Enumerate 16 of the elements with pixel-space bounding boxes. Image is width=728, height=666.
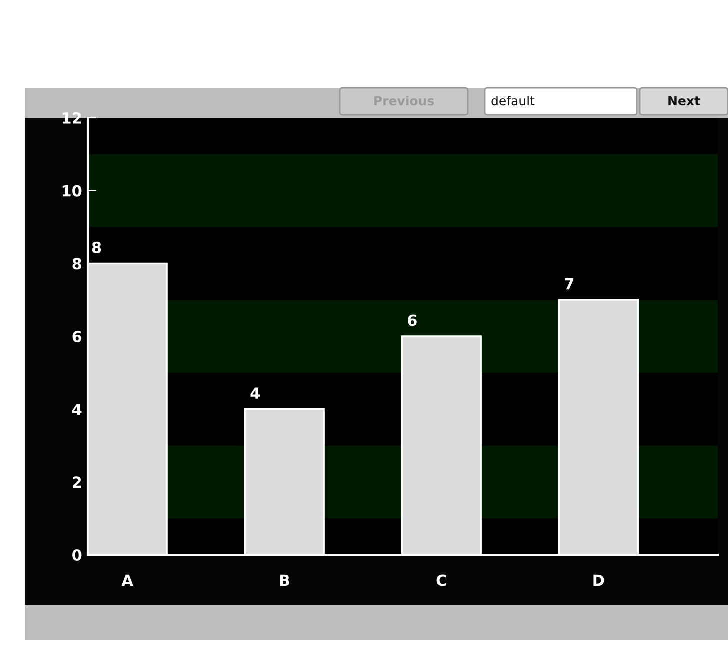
text: default (492, 96, 535, 106)
text: Next (668, 96, 700, 106)
x-tick-label: D (594, 574, 604, 586)
y-tick-label: 8 (72, 258, 82, 270)
x-tick-label: C (436, 574, 446, 586)
y-tick-label: 0 (72, 549, 82, 562)
x-tick-label: B (280, 574, 290, 586)
data-label: 4 (250, 388, 260, 399)
data-label: 6 (408, 314, 417, 326)
y-tick-label: 4 (72, 404, 82, 416)
data-label: 7 (565, 278, 574, 290)
data-label: 8 (92, 242, 102, 254)
y-tick-label: 6 (72, 330, 82, 343)
y-tick-label: 2 (73, 476, 82, 488)
x-tick-label: A (122, 574, 134, 586)
y-tick-label: 10 (62, 185, 82, 197)
